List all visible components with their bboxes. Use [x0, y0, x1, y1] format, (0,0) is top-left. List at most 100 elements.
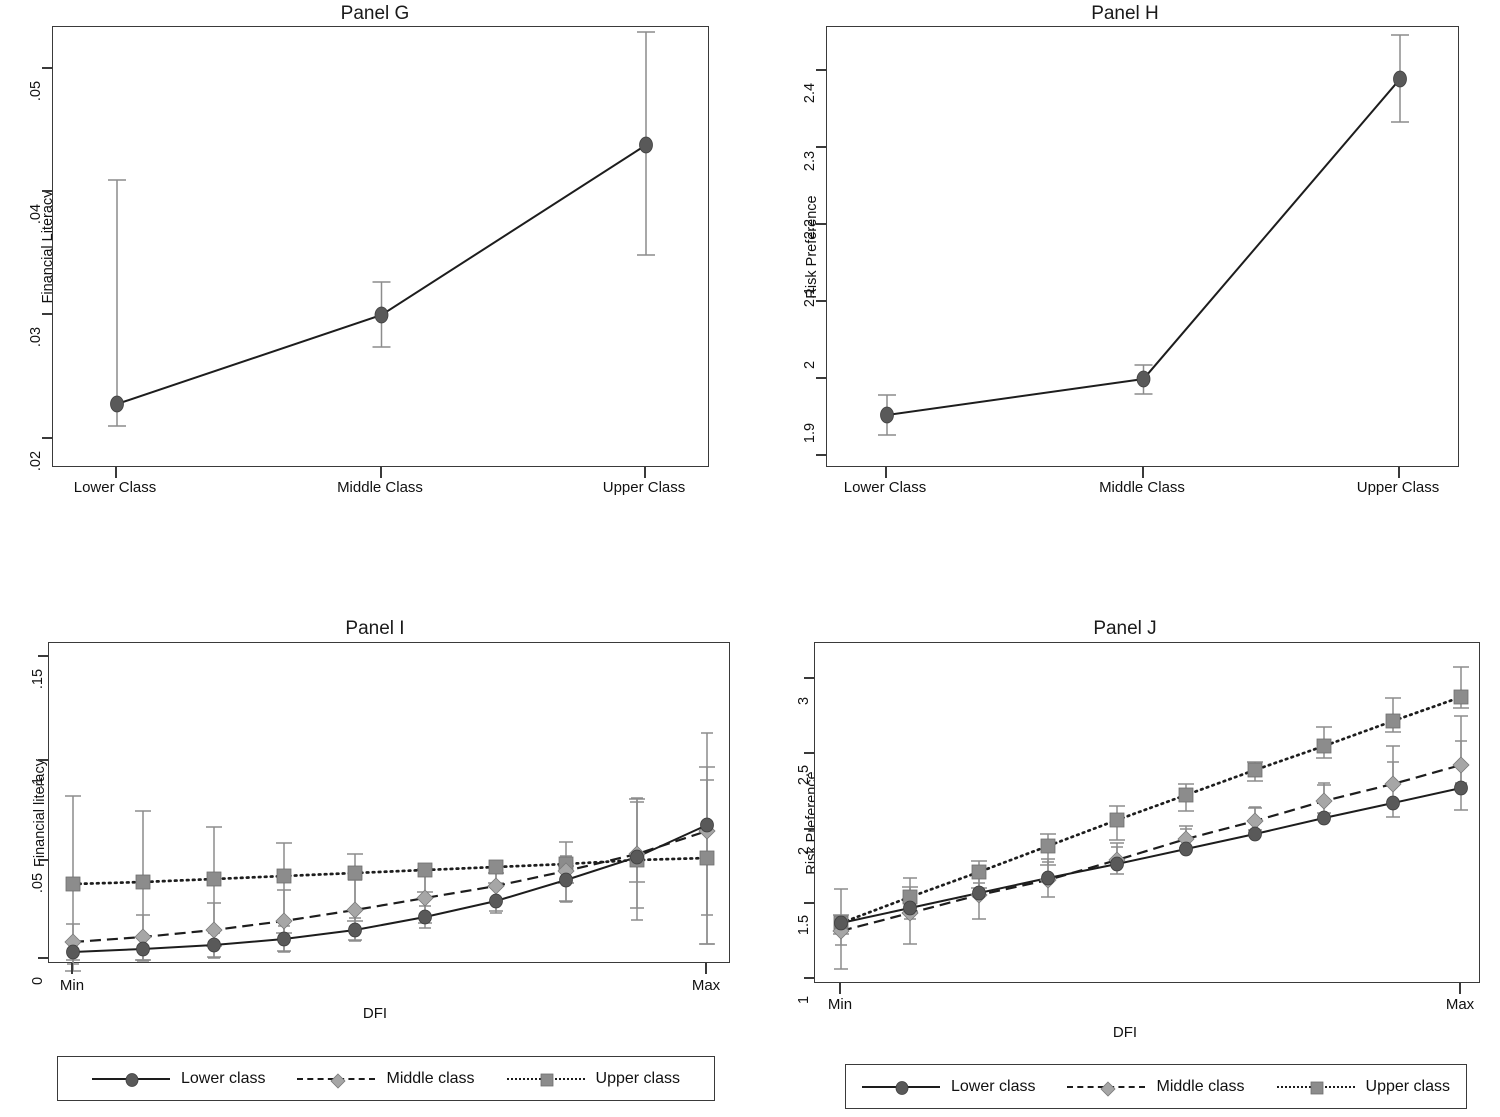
panel-h-xtick-label: Middle Class [1099, 479, 1185, 496]
panel-j-ytick-label: 1.5 [796, 914, 812, 936]
panel-g-plot [108, 31, 655, 427]
legend-item-upper-class[interactable]: Upper class [506, 1069, 680, 1088]
panel-i: Panel I Financial literacy .15 .1 .05 0 [0, 600, 750, 1117]
panel-i-error-bars-lower [67, 732, 713, 965]
panel-h-title: Panel H [1091, 3, 1159, 24]
panel-g-ytick-label: .03 [28, 326, 44, 348]
panel-h-plot [878, 34, 1409, 436]
panel-g-ytick-label: .05 [28, 80, 44, 102]
panel-j-markers-upper [833, 689, 1469, 931]
panel-j-xtick-mark [839, 983, 841, 994]
panel-g-ytick-mark [42, 190, 53, 192]
legend-marker-diamond-icon [1067, 1078, 1146, 1097]
panel-j-series-middle-line [840, 763, 1462, 933]
panel-i-series-lower-line [72, 824, 708, 953]
panel-j-error-bars-upper [833, 666, 1469, 935]
panel-h-xtick-label: Lower Class [843, 479, 927, 496]
panel-j-title: Panel J [1093, 618, 1157, 639]
panel-h-ytick-label: 2.1 [802, 286, 818, 308]
panel-i-xtick-label: Max [691, 977, 721, 994]
panel-g-xtick-mark [644, 467, 646, 478]
legend-item-upper-class[interactable]: Upper class [1276, 1077, 1450, 1096]
legend-marker-square-icon [506, 1070, 585, 1088]
panel-g-ytick-mark [42, 313, 53, 315]
legend-item-middle-class[interactable]: Middle class [1067, 1077, 1245, 1097]
panel-h-xtick-mark [1398, 467, 1400, 478]
panel-j-ytick-label: 2 [796, 846, 812, 856]
panel-i-series-upper-line [71, 856, 709, 886]
panel-i-title: Panel I [345, 618, 405, 639]
panel-j-ytick-mark [804, 902, 815, 904]
legend-label-lower-class: Lower class [951, 1077, 1036, 1095]
legend-item-lower-class[interactable]: Lower class [862, 1078, 1035, 1096]
panel-j-ytick-mark [804, 828, 815, 830]
panel-h-ytick-mark [816, 69, 827, 71]
panel-i-ytick-mark [38, 957, 49, 959]
panel-j-ytick-mark [804, 752, 815, 754]
panel-i-x-axis-title: DFI [362, 1005, 388, 1022]
panel-h: Panel H Risk Preference 2.4 2.3 2.2 2.1 … [750, 0, 1500, 520]
panel-j-series-upper-line [839, 695, 1463, 925]
panel-h-ytick-label: 2.3 [802, 150, 818, 172]
legend-label-middle-class: Middle class [1156, 1077, 1245, 1095]
panel-h-xtick-label: Upper Class [1356, 479, 1440, 496]
panel-g-xtick-label: Upper Class [602, 479, 686, 496]
panel-i-error-bars-upper [65, 766, 715, 972]
panel-i-ytick-label: .15 [30, 668, 46, 690]
panel-g-ytick-label: .02 [28, 450, 44, 472]
panel-j-legend: Lower class Middle class Upp [845, 1064, 1467, 1109]
panel-h-ytick-label: 2.2 [802, 218, 818, 240]
panel-g: Panel G Financial Literacy .05 .04 .03 .… [0, 0, 750, 520]
panel-j-xtick-label: Min [827, 996, 853, 1013]
panel-g-xtick-label: Lower Class [73, 479, 157, 496]
panel-j-plot [832, 666, 1470, 970]
panel-h-ytick-mark [816, 146, 827, 148]
legend-marker-circle-icon [862, 1078, 940, 1096]
legend-item-middle-class[interactable]: Middle class [297, 1069, 475, 1089]
legend-label-middle-class: Middle class [386, 1069, 475, 1087]
panel-h-ytick-label: 2.4 [802, 82, 818, 104]
panel-g-ytick-mark [42, 67, 53, 69]
panel-i-ytick-mark [38, 759, 49, 761]
panel-i-xtick-label: Min [59, 977, 85, 994]
panel-h-ytick-label: 2 [802, 360, 818, 370]
panel-j-markers-middle [832, 756, 1470, 940]
panel-i-error-bars-middle [66, 779, 714, 961]
panel-j-xtick-mark [1459, 983, 1461, 994]
panel-h-ytick-mark [816, 377, 827, 379]
panel-g-xtick-mark [115, 467, 117, 478]
panel-j-ytick-label: 2.5 [796, 764, 812, 786]
legend-label-upper-class: Upper class [1365, 1077, 1450, 1095]
panel-h-ytick-mark [816, 454, 827, 456]
panel-i-plot-frame [48, 642, 730, 972]
panel-j-ytick-mark [804, 677, 815, 679]
panel-j: Panel J Risk Preference 3 2.5 2 1.5 1 [750, 600, 1500, 1117]
panel-i-ytick-mark [38, 655, 49, 657]
panel-h-ytick-label: 1.9 [802, 422, 818, 444]
panel-g-series-line [116, 144, 647, 405]
panel-j-series-lower-line [840, 787, 1462, 924]
legend-item-lower-class[interactable]: Lower class [92, 1070, 265, 1088]
panel-h-ytick-mark [816, 223, 827, 225]
panel-j-ytick-mark [804, 977, 815, 979]
panel-j-xtick-label: Max [1445, 996, 1475, 1013]
panel-g-error-bars [108, 31, 655, 427]
panel-i-xtick-mark [705, 963, 707, 974]
panel-i-markers-upper [65, 850, 715, 892]
panel-g-ytick-label: .04 [28, 203, 44, 225]
panel-i-legend: Lower class Middle class Upp [57, 1056, 715, 1101]
legend-label-upper-class: Upper class [595, 1069, 680, 1087]
panel-j-ytick-label: 3 [796, 696, 812, 706]
legend-marker-square-icon [1276, 1078, 1355, 1096]
panel-i-xtick-mark [71, 963, 73, 974]
panel-g-xtick-label: Middle Class [337, 479, 423, 496]
panel-i-ytick-label: .1 [30, 776, 46, 790]
panel-i-series-middle-line [72, 829, 708, 944]
panel-j-error-bars-lower [835, 740, 1467, 946]
panel-g-ytick-mark [42, 437, 53, 439]
panel-h-xtick-mark [885, 467, 887, 478]
panel-h-plot-frame [826, 26, 1459, 467]
panel-i-ytick-label: .05 [30, 872, 46, 894]
panel-g-plot-frame [52, 26, 709, 467]
